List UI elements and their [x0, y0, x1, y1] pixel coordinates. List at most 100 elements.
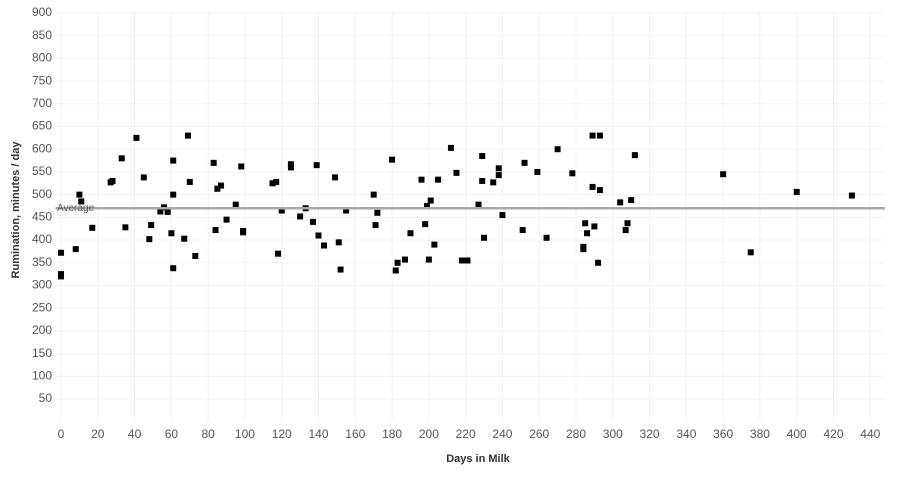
- point: [148, 222, 155, 229]
- x-tick-label: 120: [272, 427, 292, 441]
- x-tick-label: 60: [165, 427, 179, 441]
- x-tick-label: 440: [860, 427, 880, 441]
- y-tick-label: 150: [32, 346, 52, 360]
- point: [170, 265, 177, 272]
- point: [407, 230, 414, 237]
- point: [569, 170, 576, 177]
- point: [313, 162, 320, 169]
- x-tick-label: 100: [235, 427, 255, 441]
- point: [425, 256, 432, 263]
- point: [521, 159, 528, 166]
- point: [275, 250, 282, 257]
- point: [76, 191, 83, 198]
- point: [186, 178, 193, 185]
- point: [332, 174, 339, 181]
- x-tick-label: 140: [308, 427, 328, 441]
- point: [479, 153, 486, 160]
- point: [210, 159, 217, 166]
- point: [140, 174, 147, 181]
- x-tick-label: 240: [492, 427, 512, 441]
- point: [168, 230, 175, 237]
- point: [315, 232, 322, 239]
- x-tick-label: 360: [713, 427, 733, 441]
- point: [720, 171, 727, 178]
- point: [278, 207, 285, 214]
- y-tick-label: 650: [32, 119, 52, 133]
- point: [418, 176, 425, 183]
- point: [122, 224, 129, 231]
- y-tick-label: 800: [32, 51, 52, 65]
- point: [238, 163, 245, 170]
- point: [447, 144, 454, 151]
- x-tick-label: 320: [640, 427, 660, 441]
- point: [543, 234, 550, 241]
- point: [475, 201, 482, 208]
- y-tick-label: 400: [32, 232, 52, 246]
- x-tick-label: 200: [419, 427, 439, 441]
- point: [589, 132, 596, 139]
- point: [146, 236, 153, 243]
- y-axis-title: Rumination, minutes / day: [10, 141, 22, 279]
- point: [481, 234, 488, 241]
- y-tick-label: 200: [32, 323, 52, 337]
- y-tick-label: 450: [32, 210, 52, 224]
- point: [495, 172, 502, 179]
- average-label: Average: [57, 203, 95, 214]
- point: [89, 224, 96, 231]
- point: [184, 132, 191, 139]
- point: [337, 266, 344, 273]
- y-tick-label: 250: [32, 300, 52, 314]
- point: [617, 199, 624, 206]
- point: [591, 223, 598, 230]
- point: [232, 201, 239, 208]
- point: [747, 249, 754, 256]
- point: [170, 191, 177, 198]
- point: [479, 178, 486, 185]
- point: [595, 259, 602, 266]
- x-tick-label: 40: [128, 427, 142, 441]
- point: [389, 156, 396, 163]
- y-tick-label: 100: [32, 368, 52, 382]
- point: [297, 213, 304, 220]
- x-tick-label: 420: [823, 427, 843, 441]
- y-tick-label: 600: [32, 141, 52, 155]
- point: [309, 218, 316, 225]
- point: [58, 271, 65, 278]
- x-tick-label: 220: [456, 427, 476, 441]
- point: [181, 235, 188, 242]
- point: [287, 161, 294, 168]
- point: [218, 182, 225, 189]
- point: [321, 242, 328, 249]
- point: [58, 249, 65, 256]
- point: [580, 246, 587, 253]
- point: [78, 198, 85, 205]
- point: [596, 132, 603, 139]
- point: [214, 185, 221, 192]
- x-tick-label: 80: [201, 427, 215, 441]
- point: [589, 183, 596, 190]
- point: [392, 267, 399, 274]
- point: [582, 220, 589, 227]
- y-tick-label: 500: [32, 187, 52, 201]
- point: [287, 164, 294, 171]
- y-tick-label: 750: [32, 73, 52, 87]
- point: [848, 192, 855, 199]
- point: [394, 259, 401, 266]
- point: [133, 134, 140, 141]
- point: [631, 152, 638, 159]
- point: [335, 239, 342, 246]
- point: [424, 202, 431, 209]
- point: [273, 178, 280, 185]
- point: [453, 169, 460, 176]
- point: [628, 197, 635, 204]
- point: [223, 216, 230, 223]
- x-tick-label: 280: [566, 427, 586, 441]
- x-axis-title: Days in Milk: [446, 453, 510, 465]
- point: [343, 207, 350, 214]
- y-tick-label: 350: [32, 255, 52, 269]
- y-tick-label: 300: [32, 278, 52, 292]
- x-tick-label: 180: [382, 427, 402, 441]
- y-tick-label: 550: [32, 164, 52, 178]
- point: [431, 241, 438, 248]
